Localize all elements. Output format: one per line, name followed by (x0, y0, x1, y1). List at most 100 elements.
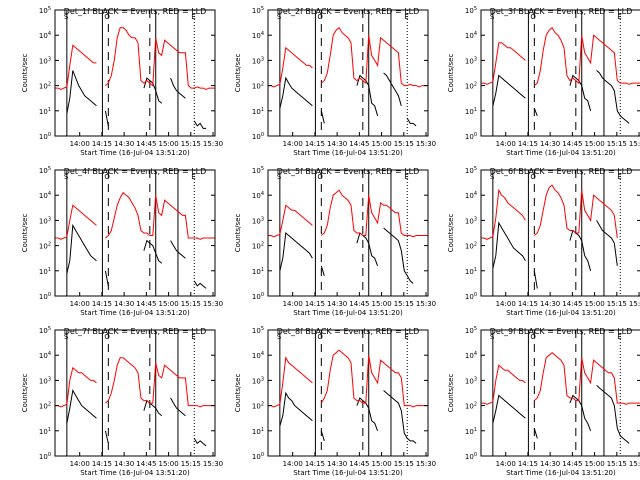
lld-series-line (55, 27, 215, 90)
x-tick-label: 14:45 (562, 460, 582, 468)
x-axis-label: Start Time (16-Jul-04 13:51:20) (80, 149, 190, 157)
y-tick-label: 105 (39, 326, 51, 335)
y-tick-label: 101 (252, 107, 264, 116)
plot-frame (480, 9, 640, 137)
panel-title: Det_2f BLACK = Events, RED = LLD (277, 7, 420, 16)
x-tick-label: 14:30 (114, 140, 134, 148)
y-axis-label: Counts/sec (447, 374, 455, 413)
y-tick-label: 102 (252, 242, 264, 251)
x-axis-label: Start Time (16-Jul-04 13:51:20) (293, 469, 403, 477)
y-tick-label: 101 (465, 107, 477, 116)
y-tick-label: 103 (465, 216, 477, 225)
x-tick-label: 14:15 (305, 300, 325, 308)
y-tick-label: 105 (252, 166, 264, 175)
x-tick-label: 15:15 (394, 300, 414, 308)
y-tick-label: 102 (39, 82, 51, 91)
x-tick-label: 15:15 (181, 460, 201, 468)
x-tick-label: 14:15 (518, 140, 538, 148)
x-tick-label: 15:30 (629, 140, 640, 148)
x-tick-label: 14:15 (518, 460, 538, 468)
y-tick-label: 100 (252, 452, 264, 461)
o-marker: O (104, 13, 110, 21)
start-marker: S (490, 13, 495, 21)
x-tick-label: 15:30 (416, 460, 436, 468)
y-tick-label: 104 (39, 351, 51, 360)
x-tick-label: 15:15 (181, 300, 201, 308)
x-tick-label: 14:45 (136, 460, 156, 468)
x-axis-label: Start Time (16-Jul-04 13:51:20) (80, 309, 190, 317)
x-axis-label: Start Time (16-Jul-04 13:51:20) (506, 149, 616, 157)
events-series-line (66, 389, 207, 447)
x-tick-label: 15:30 (203, 460, 223, 468)
o-marker: O (317, 333, 323, 341)
x-tick-label: 15:30 (629, 300, 640, 308)
x-axis-label: Start Time (16-Jul-04 13:51:20) (293, 309, 403, 317)
start-marker: S (277, 13, 282, 21)
o-marker: O (530, 333, 536, 341)
y-tick-label: 104 (252, 191, 264, 200)
panel-title: Det_3f BLACK = Events, RED = LLD (490, 7, 633, 16)
x-tick-label: 15:30 (416, 300, 436, 308)
end-marker: E (404, 13, 408, 21)
y-tick-label: 101 (465, 427, 477, 436)
x-tick-label: 14:45 (349, 300, 369, 308)
x-tick-label: 14:45 (136, 300, 156, 308)
y-tick-label: 100 (39, 452, 51, 461)
x-tick-label: 14:15 (305, 140, 325, 148)
start-marker: S (277, 333, 282, 341)
y-tick-label: 105 (252, 326, 264, 335)
x-tick-label: 15:00 (158, 140, 178, 148)
o-marker: O (317, 13, 323, 21)
x-tick-label: 15:15 (607, 140, 627, 148)
start-marker: S (490, 173, 495, 181)
plot-frame (54, 9, 216, 137)
x-tick-label: 15:00 (371, 300, 391, 308)
y-tick-label: 102 (39, 242, 51, 251)
y-tick-label: 104 (465, 351, 477, 360)
x-tick-label: 15:30 (629, 460, 640, 468)
y-tick-label: 104 (465, 191, 477, 200)
y-tick-label: 105 (39, 166, 51, 175)
x-axis-label: Start Time (16-Jul-04 13:51:20) (293, 149, 403, 157)
x-tick-label: 14:30 (540, 460, 560, 468)
y-tick-label: 103 (252, 56, 264, 65)
end-marker: E (617, 173, 621, 181)
lld-series-line (481, 26, 640, 86)
y-tick-label: 105 (252, 6, 264, 15)
y-tick-label: 101 (39, 267, 51, 276)
end-marker: E (191, 13, 195, 21)
y-tick-label: 102 (252, 82, 264, 91)
o-marker: O (104, 333, 110, 341)
x-tick-label: 15:15 (607, 460, 627, 468)
y-tick-label: 100 (465, 292, 477, 301)
lld-series-line (55, 191, 215, 240)
end-marker: E (617, 333, 621, 341)
y-tick-label: 100 (252, 292, 264, 301)
y-tick-label: 104 (39, 31, 51, 40)
o-marker: O (317, 173, 323, 181)
end-marker: E (404, 333, 408, 341)
y-axis-label: Counts/sec (234, 214, 242, 253)
lld-series-line (481, 184, 618, 240)
events-series-line (279, 72, 417, 127)
y-tick-label: 101 (39, 107, 51, 116)
plot-frame (54, 169, 216, 297)
events-series-line (279, 390, 417, 444)
x-tick-label: 14:15 (518, 300, 538, 308)
x-tick-label: 14:00 (70, 140, 90, 148)
x-tick-label: 15:00 (584, 460, 604, 468)
x-tick-label: 15:15 (181, 140, 201, 148)
y-tick-label: 100 (465, 132, 477, 141)
x-tick-label: 15:00 (584, 300, 604, 308)
plot-frame (480, 169, 640, 297)
y-tick-label: 100 (465, 452, 477, 461)
end-marker: E (191, 173, 195, 181)
events-series-line (279, 227, 414, 284)
y-axis-label: Counts/sec (234, 54, 242, 93)
y-tick-label: 100 (252, 132, 264, 141)
panel-title: Det_5f BLACK = Events, RED = LLD (277, 167, 420, 176)
x-tick-label: 15:15 (394, 460, 414, 468)
